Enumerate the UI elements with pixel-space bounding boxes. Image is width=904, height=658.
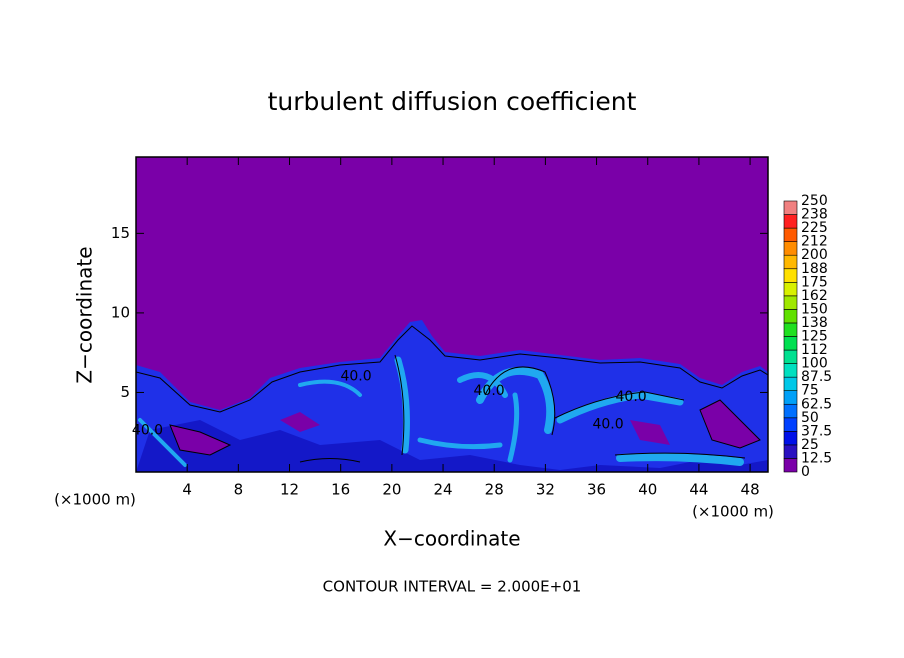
colorbar-label: 150	[801, 301, 828, 317]
colorbar-band	[783, 241, 798, 256]
colorbar-label: 138	[801, 315, 828, 331]
colorbar-band	[783, 458, 798, 473]
colorbar-band	[783, 322, 798, 337]
contour-label: 40.0	[592, 416, 623, 432]
colorbar-band	[783, 336, 798, 351]
colorbar-band	[783, 214, 798, 229]
colorbar-label: 188	[801, 261, 828, 277]
x-tick-label: 48	[741, 481, 760, 499]
contour-label: 40.0	[474, 383, 505, 399]
colorbar-label: 175	[801, 274, 828, 290]
colorbar-label: 87.5	[801, 369, 832, 385]
colorbar-label: 225	[801, 220, 828, 236]
x-tick-label: 44	[689, 481, 708, 499]
colorbar-label: 212	[801, 234, 828, 250]
colorbar-label: 200	[801, 247, 828, 263]
contour-label: 40.0	[132, 423, 163, 439]
x-tick-label: 28	[485, 481, 504, 499]
footnote: CONTOUR INTERVAL = 2.000E+01	[323, 578, 582, 596]
colorbar-label: 62.5	[801, 396, 832, 412]
colorbar-band	[783, 444, 798, 459]
contour-label: 40.0	[616, 389, 647, 405]
x-tick-label: 24	[433, 481, 452, 499]
colorbar-band	[783, 254, 798, 270]
y-unit-label: (×1000 m)	[54, 491, 136, 509]
colorbar-band	[783, 227, 798, 242]
x-tick-label: 36	[587, 481, 606, 499]
colorbar-label: 125	[801, 329, 828, 345]
plot-frame	[135, 156, 769, 473]
colorbar-band	[783, 200, 798, 215]
x-unit-label: (×1000 m)	[692, 503, 774, 521]
x-tick-label: 4	[182, 481, 192, 499]
colorbar-label: 50	[801, 410, 819, 426]
colorbar-label: 250	[801, 193, 828, 209]
field	[136, 157, 768, 472]
x-tick-label: 20	[382, 481, 401, 499]
colorbar-label: 0	[801, 464, 810, 480]
colorbar-label: 238	[801, 207, 828, 223]
x-tick-label: 12	[280, 481, 299, 499]
colorbar-band	[783, 281, 798, 297]
x-tick-label: 8	[234, 481, 244, 499]
y-tick-label: 5	[120, 383, 130, 401]
colorbar-band	[783, 431, 798, 446]
colorbar-band	[783, 349, 798, 364]
x-tick-label: 32	[536, 481, 555, 499]
colorbar-label: 112	[801, 342, 828, 358]
colorbar-label: 25	[801, 437, 819, 453]
x-tick-label: 16	[331, 481, 350, 499]
y-tick-label: 15	[111, 224, 130, 242]
chart-title: turbulent diffusion coefficient	[268, 87, 637, 116]
y-tick-label: 10	[111, 303, 130, 321]
colorbar-band	[783, 268, 798, 283]
colorbar-band	[783, 376, 798, 391]
colorbar-label: 75	[801, 383, 819, 399]
x-tick-label: 40	[638, 481, 657, 499]
x-axis-label: X−coordinate	[383, 527, 520, 551]
colorbar-label: 37.5	[801, 423, 832, 439]
colorbar-band	[783, 390, 798, 405]
colorbar-band	[783, 403, 798, 419]
colorbar-band	[783, 295, 798, 310]
colorbar-label: 12.5	[801, 450, 832, 466]
y-axis-label: Z−coordinate	[73, 246, 97, 383]
colorbar-label: 100	[801, 356, 828, 372]
colorbar-band	[783, 363, 798, 378]
colorbar-band	[783, 417, 798, 432]
colorbar-band	[783, 309, 798, 324]
colorbar-label: 162	[801, 288, 828, 304]
contour-label: 40.0	[340, 369, 371, 385]
